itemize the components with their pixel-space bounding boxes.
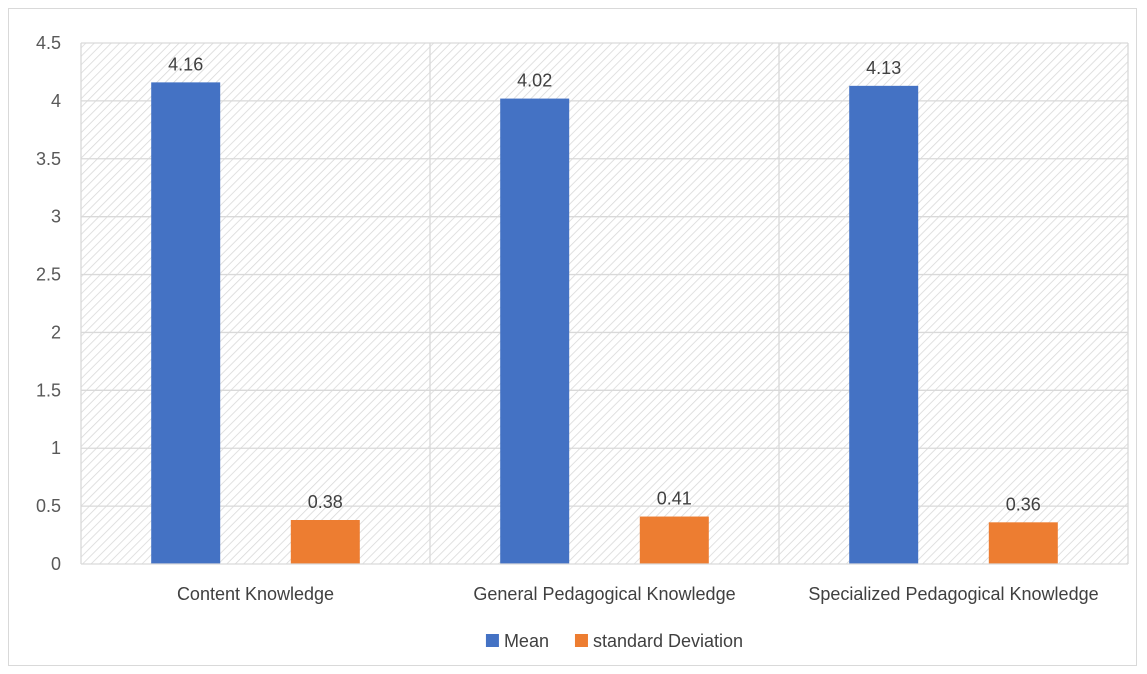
bar-standard-deviation <box>290 520 360 564</box>
y-tick-label: 1.5 <box>36 380 61 400</box>
bar-standard-deviation <box>988 522 1058 564</box>
y-tick-label: 3.5 <box>36 149 61 169</box>
y-tick-label: 1 <box>51 438 61 458</box>
y-tick-label: 0 <box>51 554 61 574</box>
legend-swatch-standard-deviation <box>574 634 588 647</box>
x-category-label: Content Knowledge <box>177 584 334 604</box>
legend-label: standard Deviation <box>593 631 743 651</box>
chart-frame: 4.16 0.38 4.02 0.41 4.13 0.36 0 0.5 1 1.5 2 2.5 3 3.… <box>8 8 1137 666</box>
y-tick-label: 3 <box>51 207 61 227</box>
plot-area-background <box>81 43 1128 564</box>
data-label: 4.02 <box>517 71 552 91</box>
x-category-label: General Pedagogical Knowledge <box>473 584 735 604</box>
bar-standard-deviation <box>639 516 709 564</box>
bar-mean <box>849 85 919 565</box>
bar-chart: 4.16 0.38 4.02 0.41 4.13 0.36 0 0.5 1 1.5 2 2.5 3 3.… <box>36 33 1129 651</box>
y-tick-label: 0.5 <box>36 496 61 516</box>
y-tick-label: 4.5 <box>36 33 61 53</box>
bar-mean <box>151 82 221 564</box>
data-label: 0.38 <box>308 492 343 512</box>
y-tick-label: 2 <box>51 322 61 342</box>
data-label: 4.13 <box>866 58 901 78</box>
data-label: 0.41 <box>657 489 692 509</box>
data-label: 4.16 <box>168 54 203 74</box>
y-tick-label: 4 <box>51 91 61 111</box>
legend-swatch-mean <box>485 634 499 647</box>
x-category-label: Specialized Pedagogical Knowledge <box>808 584 1098 604</box>
legend-label: Mean <box>504 631 549 651</box>
data-label: 0.36 <box>1006 494 1041 514</box>
y-tick-label: 2.5 <box>36 265 61 285</box>
bar-mean <box>500 98 570 564</box>
